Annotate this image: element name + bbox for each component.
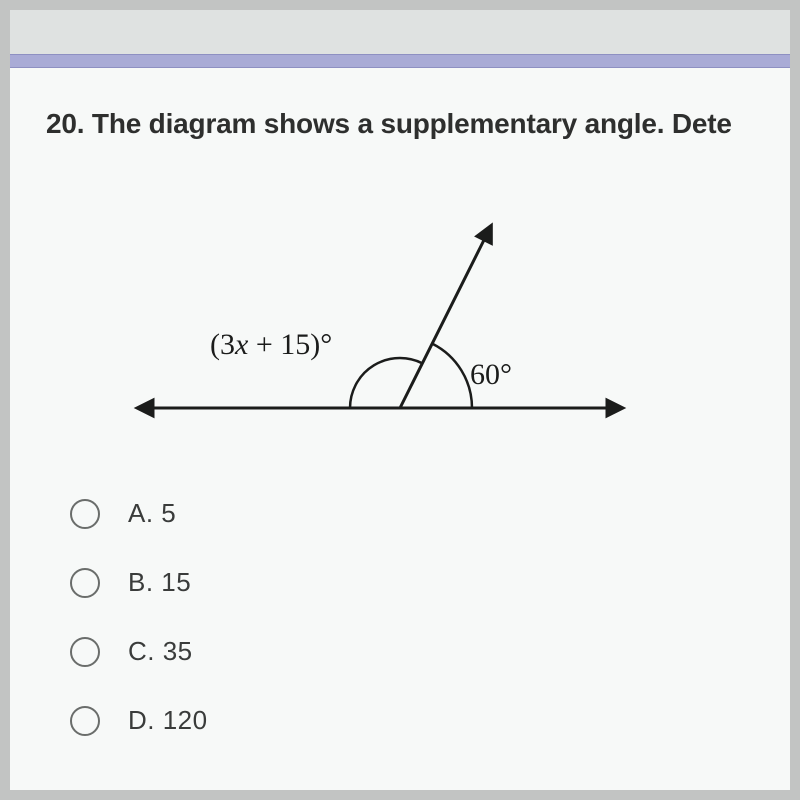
question-number: 20. xyxy=(46,108,84,139)
page-content: 20. The diagram shows a supplementary an… xyxy=(10,68,790,790)
choice-label: C. 35 xyxy=(128,636,193,667)
angle-diagram: (3x + 15)° 60° xyxy=(120,198,640,458)
radio-icon xyxy=(70,637,100,667)
choice-label: A. 5 xyxy=(128,498,176,529)
header-accent-bar xyxy=(10,54,790,68)
radio-icon xyxy=(70,568,100,598)
diagram-svg xyxy=(120,198,640,458)
angle-sixty-label: 60° xyxy=(470,358,512,392)
question-body: The diagram shows a supplementary angle.… xyxy=(92,108,732,139)
radio-icon xyxy=(70,706,100,736)
choice-b[interactable]: B. 15 xyxy=(70,567,208,598)
choice-d[interactable]: D. 120 xyxy=(70,705,208,736)
radio-icon xyxy=(70,499,100,529)
choice-a[interactable]: A. 5 xyxy=(70,498,208,529)
choice-label: D. 120 xyxy=(128,705,208,736)
answer-choices: A. 5 B. 15 C. 35 D. 120 xyxy=(70,498,208,774)
angle-expression-label: (3x + 15)° xyxy=(210,328,332,362)
window-chrome-top xyxy=(10,10,790,54)
choice-label: B. 15 xyxy=(128,567,191,598)
question-text: 20. The diagram shows a supplementary an… xyxy=(46,108,790,140)
choice-c[interactable]: C. 35 xyxy=(70,636,208,667)
screenshot-frame: 20. The diagram shows a supplementary an… xyxy=(10,10,790,790)
